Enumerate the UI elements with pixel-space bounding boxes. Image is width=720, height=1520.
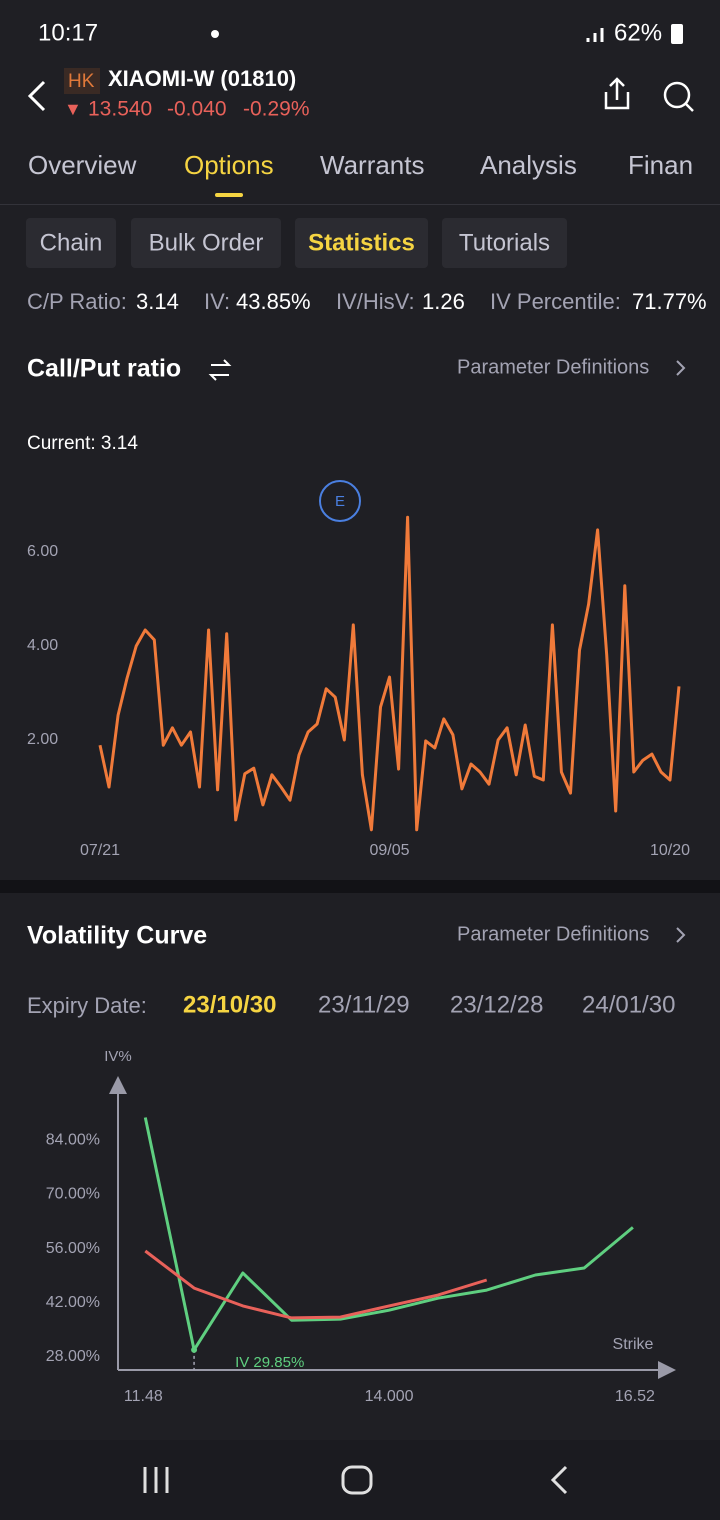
change-pct: -0.29%: [243, 98, 310, 121]
x-axis-label: Strike: [613, 1336, 654, 1353]
recent-apps[interactable]: [143, 1467, 169, 1493]
chevron: [676, 360, 686, 376]
switch-icon[interactable]: [208, 359, 232, 381]
current-value: Current: 3.14: [27, 433, 138, 454]
series-line: [98, 515, 681, 832]
stat-value: 1.26: [422, 289, 465, 314]
tab[interactable]: Analysis: [480, 150, 577, 180]
battery-text: 62%: [614, 19, 662, 46]
x-tick-label: 11.48: [124, 1388, 163, 1405]
y-tick-label: 2.00: [27, 731, 58, 748]
stat-label: IV/HisV:: [336, 289, 415, 314]
parameter-link[interactable]: Parameter Definitions: [457, 356, 649, 378]
expiry-label: Expiry Date:: [27, 993, 147, 1018]
down-arrow: ▼: [64, 99, 82, 119]
x-tick-label: 10/20: [650, 842, 690, 859]
status-time: 10:17: [38, 19, 98, 46]
tab-underline: [215, 193, 243, 197]
expiry-option[interactable]: 23/11/29: [318, 991, 410, 1018]
axes: [117, 1090, 662, 1371]
battery-icon: [671, 24, 683, 44]
y-tick-label: 4.00: [27, 637, 58, 654]
parameter-link[interactable]: Parameter Definitions: [457, 923, 649, 945]
event-marker-circle[interactable]: [319, 480, 361, 522]
market-badge: [64, 68, 100, 94]
stat-label: C/P Ratio:: [27, 289, 127, 314]
tab[interactable]: Overview: [28, 150, 137, 180]
tab[interactable]: Finan: [628, 150, 693, 180]
y-axis-label: IV%: [104, 1048, 132, 1065]
stat-label: IV:: [204, 289, 230, 314]
stat-value: 71.77%: [632, 289, 707, 314]
y-tick-label: 28.00%: [46, 1348, 100, 1365]
tab[interactable]: Options: [184, 150, 274, 180]
event-marker: E: [335, 493, 345, 510]
expiry-option[interactable]: 23/10/30: [183, 991, 276, 1018]
y-tick-label: 84.00%: [46, 1132, 100, 1149]
subtab-box[interactable]: [442, 218, 567, 268]
y-tick-label: 42.00%: [46, 1294, 100, 1311]
search-button[interactable]: [663, 81, 694, 112]
x-axis-arrow: [658, 1361, 676, 1379]
subtab: Chain: [40, 229, 103, 256]
stat-value: 43.85%: [236, 289, 311, 314]
back-button[interactable]: [27, 80, 46, 112]
nav-bar: [0, 1440, 720, 1520]
expiry-bar: 23/10/30 23/11/29 23/12/28 24/01/30: [183, 991, 675, 1018]
subtab: Tutorials: [459, 229, 550, 256]
annotation: IV 29.85%: [235, 1354, 304, 1371]
change: -0.040: [167, 98, 227, 121]
subtab-box[interactable]: [131, 218, 281, 268]
tab-bar: Overview Options Warrants Analysis Finan: [28, 150, 693, 197]
market: HK: [68, 71, 95, 92]
chart-title: Call/Put ratio: [27, 355, 181, 383]
divider: [0, 204, 720, 205]
stat-label: IV Percentile:: [490, 289, 621, 314]
price: 13.540: [88, 98, 152, 121]
share-button[interactable]: [604, 77, 630, 110]
x-tick-label: 07/21: [80, 842, 120, 859]
annotation-point: [191, 1346, 198, 1353]
expiry-option[interactable]: 24/01/30: [582, 991, 675, 1018]
status-dot: [211, 30, 219, 38]
subtab: Statistics: [308, 229, 415, 256]
chevron: [676, 927, 686, 943]
home-button[interactable]: [341, 1465, 373, 1495]
x-tick-label: 09/05: [370, 842, 410, 859]
x-tick-label: 16.52: [615, 1388, 655, 1405]
signal-icon: [586, 28, 604, 42]
section-divider: [0, 880, 720, 893]
subtab-box[interactable]: [295, 218, 428, 268]
tab[interactable]: Warrants: [320, 150, 425, 180]
y-axis-arrow: [109, 1076, 127, 1094]
stats-row: C/P Ratio: 3.14 IV: 43.85% IV/HisV: 1.26 IV Pe…: [27, 289, 707, 314]
subtab-bar: Chain Bulk Order Statistics Tutorials: [26, 218, 567, 268]
y-tick-label: 56.00%: [46, 1240, 100, 1257]
stat-value: 3.14: [136, 289, 179, 314]
x-tick-label: 14.000: [365, 1388, 414, 1405]
nav-buttons: [143, 1465, 568, 1495]
y-tick-label: 70.00%: [46, 1186, 100, 1203]
subtab-box[interactable]: [26, 218, 116, 268]
stock-name: XIAOMI-W (01810): [108, 66, 296, 91]
subtab: Bulk Order: [149, 229, 264, 256]
y-tick-label: 6.00: [27, 543, 58, 560]
expiry-option[interactable]: 23/12/28: [450, 991, 543, 1018]
series-line: [144, 1249, 488, 1320]
chart-title: Volatility Curve: [27, 922, 207, 950]
back-nav[interactable]: [550, 1465, 568, 1495]
